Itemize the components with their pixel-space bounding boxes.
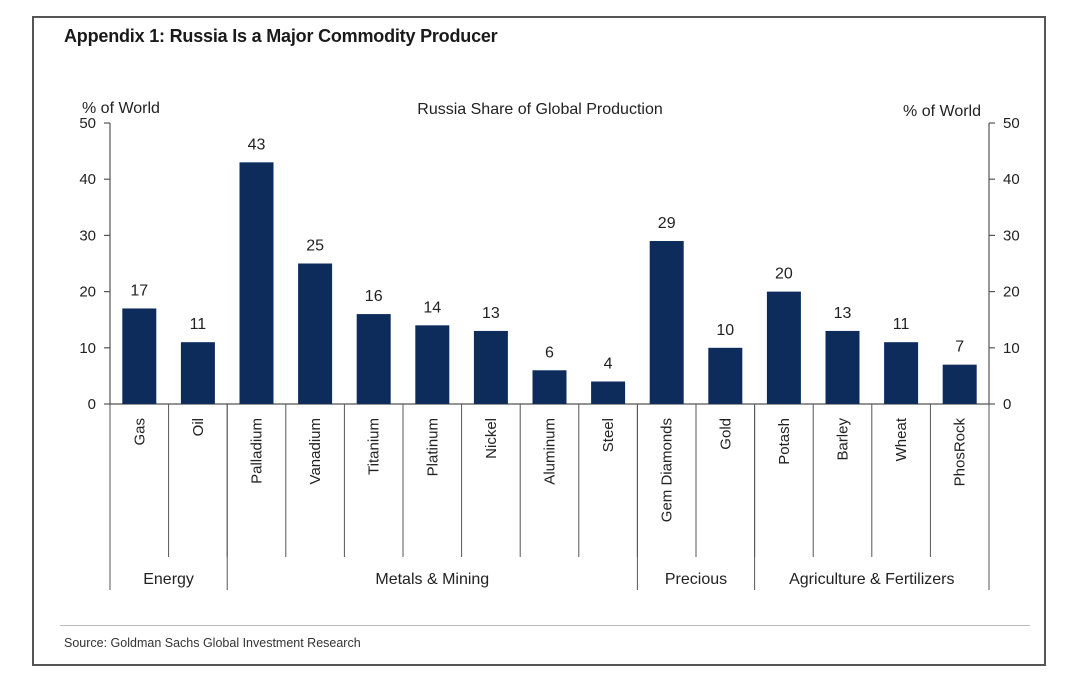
bar: [884, 342, 919, 404]
category-label: Aluminum: [542, 418, 559, 485]
bar: [825, 330, 860, 404]
bar: [649, 241, 684, 404]
y-axis-label-right: % of World: [903, 103, 981, 120]
chart-frame: [32, 16, 1046, 666]
page-title: Appendix 1: Russia Is a Major Commodity …: [64, 26, 498, 46]
y-tick-label-left: 10: [79, 340, 96, 357]
bar: [122, 308, 157, 404]
category-label: Barley: [835, 418, 852, 461]
y-tick-label-right: 40: [1003, 171, 1020, 188]
y-tick-label-right: 10: [1003, 340, 1020, 357]
category-label: Platinum: [424, 418, 441, 476]
data-label: 13: [482, 305, 500, 322]
data-label: 6: [545, 344, 554, 361]
y-axis-label-left: % of World: [82, 100, 160, 117]
y-tick-label-left: 20: [79, 284, 96, 301]
bar: [532, 370, 567, 404]
group-label: Precious: [665, 571, 727, 588]
bar: [415, 325, 450, 404]
category-label: Vanadium: [307, 418, 324, 484]
data-label: 4: [604, 356, 613, 373]
bars: [122, 162, 977, 404]
bar: [766, 291, 801, 404]
bar: [239, 162, 274, 404]
y-tick-label-right: 30: [1003, 227, 1020, 244]
group-label: Metals & Mining: [375, 571, 489, 588]
y-tick-label-right: 20: [1003, 284, 1020, 301]
y-tick-label-left: 30: [79, 227, 96, 244]
bar: [298, 263, 333, 404]
group-label: Energy: [143, 571, 194, 588]
bar: [356, 314, 391, 404]
category-label: Gold: [717, 418, 734, 450]
y-tick-label-left: 40: [79, 171, 96, 188]
data-label: 11: [893, 316, 910, 333]
bar: [591, 381, 626, 404]
source-note: Source: Goldman Sachs Global Investment …: [64, 636, 361, 650]
bar: [708, 347, 743, 404]
bar: [473, 330, 508, 404]
data-label: 14: [423, 299, 441, 316]
category-label: PhosRock: [952, 418, 969, 487]
chart-title: Russia Share of Global Production: [417, 101, 662, 118]
y-tick-label-left: 50: [79, 115, 96, 132]
y-tick-label-left: 0: [88, 396, 96, 413]
bar: [942, 364, 977, 404]
data-label: 29: [658, 215, 676, 232]
category-label: Nickel: [483, 418, 500, 459]
category-label: Gem Diamonds: [659, 418, 676, 522]
category-label: Titanium: [366, 418, 383, 475]
data-label: 7: [955, 339, 964, 356]
data-label: 13: [834, 305, 852, 322]
labels: Energy Metals & Mining Precious Agriculture…: [130, 136, 968, 588]
category-label: Palladium: [249, 418, 266, 484]
category-label: Gas: [131, 418, 148, 446]
y-tick-label-right: 50: [1003, 115, 1020, 132]
data-label: 11: [190, 316, 207, 333]
category-label: Wheat: [893, 417, 910, 461]
category-label: Steel: [600, 418, 617, 452]
category-label: Oil: [190, 418, 207, 436]
category-label: Potash: [776, 418, 793, 465]
data-label: 25: [306, 238, 324, 255]
data-label: 16: [365, 288, 383, 305]
group-label: Agriculture & Fertilizers: [789, 571, 954, 588]
data-label: 17: [130, 282, 148, 299]
data-label: 43: [248, 136, 266, 153]
data-label: 10: [716, 322, 734, 339]
source-divider: [60, 625, 1030, 626]
data-label: 20: [775, 266, 793, 283]
bar: [180, 342, 215, 404]
y-tick-label-right: 0: [1003, 396, 1011, 413]
